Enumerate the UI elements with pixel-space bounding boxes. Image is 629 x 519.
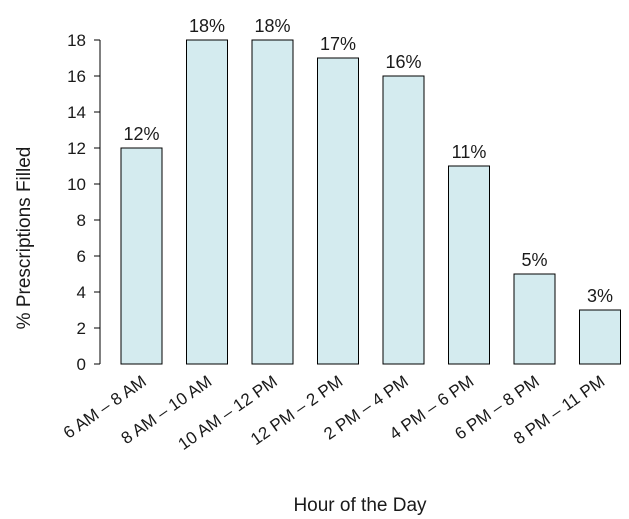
data-label: 17% (320, 34, 356, 54)
bar (382, 75, 425, 365)
data-label: 5% (521, 250, 547, 270)
y-tick-label: 12 (67, 139, 86, 158)
y-tick-label: 14 (67, 103, 86, 122)
y-axis: 0 2 4 6 8 10 12 14 16 18 (67, 31, 101, 374)
y-tick-label: 16 (67, 67, 86, 86)
bars (120, 39, 621, 365)
y-axis-title: % Prescriptions Filled (14, 147, 35, 330)
data-label: 16% (385, 52, 421, 72)
data-label: 18% (189, 16, 225, 36)
data-label: 3% (587, 286, 613, 306)
y-tick-label: 6 (77, 247, 86, 266)
data-labels: 12% 18% 18% 17% 16% 11% 5% 3% (123, 16, 613, 306)
bar (120, 147, 163, 365)
bar (317, 57, 359, 365)
data-label: 18% (254, 16, 290, 36)
x-axis-title: Hour of the Day (293, 495, 427, 516)
y-tick-label: 0 (77, 355, 86, 374)
data-label: 12% (123, 124, 159, 144)
bar (448, 165, 490, 365)
y-tick-label: 4 (77, 283, 86, 302)
bar (251, 39, 294, 365)
y-tick-label: 10 (67, 175, 86, 194)
y-tick-label: 8 (77, 211, 86, 230)
y-tick-label: 18 (67, 31, 86, 50)
bar (186, 39, 228, 365)
y-tick-label: 2 (77, 319, 86, 338)
bar (513, 273, 556, 365)
bar (579, 309, 621, 365)
data-label: 11% (452, 142, 487, 162)
